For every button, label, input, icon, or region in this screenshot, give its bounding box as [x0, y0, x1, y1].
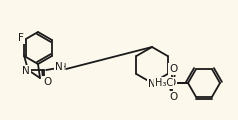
- Text: N: N: [148, 79, 156, 89]
- Text: S: S: [169, 78, 175, 88]
- Text: O: O: [169, 64, 177, 74]
- Text: H: H: [59, 63, 65, 72]
- Text: H₃C: H₃C: [155, 78, 173, 88]
- Text: O: O: [169, 92, 177, 102]
- Text: O: O: [168, 78, 176, 88]
- Text: F: F: [18, 33, 24, 43]
- Text: N: N: [22, 66, 30, 76]
- Text: N: N: [55, 62, 63, 72]
- Text: O: O: [43, 77, 51, 87]
